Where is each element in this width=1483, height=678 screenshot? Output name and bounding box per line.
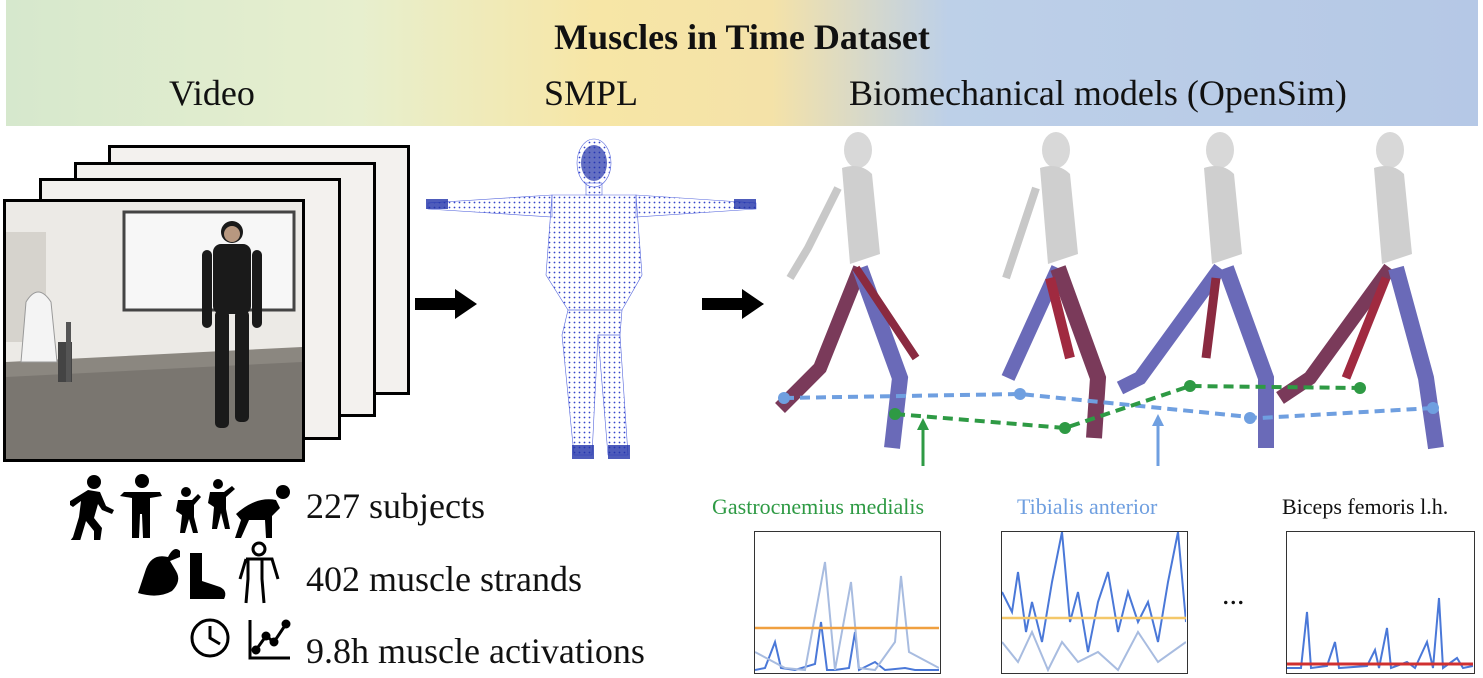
body-outline-icon bbox=[238, 541, 280, 604]
flexed-bicep-icon bbox=[138, 549, 180, 596]
smpl-mesh-figure bbox=[426, 138, 757, 459]
foot-icon bbox=[190, 553, 226, 599]
page-title: Muscles in Time Dataset bbox=[554, 17, 930, 57]
arrow-right-icon bbox=[702, 289, 764, 319]
skeleton-2 bbox=[1001, 132, 1107, 439]
activation-plot-tibialis bbox=[1001, 531, 1188, 674]
arrow-right-icon bbox=[415, 289, 477, 319]
stat-muscle-strands: 402 muscle strands bbox=[306, 559, 582, 599]
skeleton-1 bbox=[775, 132, 920, 449]
skeleton-4 bbox=[1276, 132, 1444, 450]
time-icons-row bbox=[190, 618, 291, 660]
muscle-label-biceps-femoris: Biceps femoris l.h. bbox=[1282, 494, 1449, 519]
stat-activations: 9.8h muscle activations bbox=[306, 631, 645, 671]
crawling-person-icon bbox=[235, 485, 290, 538]
skeleton-3 bbox=[1116, 132, 1274, 448]
standing-person-icon bbox=[120, 474, 162, 538]
muscle-label-gastrocnemius: Gastrocnemius medialis bbox=[712, 494, 925, 519]
muscle-label-tibialis: Tibialis anterior bbox=[1017, 494, 1158, 519]
smpl-label: SMPL bbox=[544, 73, 639, 113]
gastrocnemius-trajectory bbox=[894, 383, 1361, 431]
tibialis-trajectory bbox=[783, 391, 1434, 421]
dancing-people-icon bbox=[176, 479, 235, 533]
header-banner: Muscles in Time Dataset Video SMPL Biome… bbox=[6, 0, 1478, 126]
activation-plot-biceps-femoris bbox=[1286, 531, 1475, 674]
body-icons-row bbox=[138, 541, 280, 604]
opensim-skeleton-sequence bbox=[775, 132, 1444, 466]
people-icons-row bbox=[70, 474, 290, 540]
video-label: Video bbox=[169, 73, 255, 113]
stat-subjects: 227 subjects bbox=[306, 486, 485, 526]
video-frame-front bbox=[3, 199, 305, 462]
more-muscles-ellipsis: ... bbox=[1222, 578, 1245, 611]
clock-icon bbox=[190, 618, 230, 658]
running-person-icon bbox=[70, 475, 114, 540]
video-still-image bbox=[6, 202, 302, 459]
activation-plot-gastrocnemius bbox=[754, 531, 941, 674]
line-graph-icon bbox=[248, 619, 291, 660]
opensim-label: Biomechanical models (OpenSim) bbox=[849, 73, 1347, 113]
